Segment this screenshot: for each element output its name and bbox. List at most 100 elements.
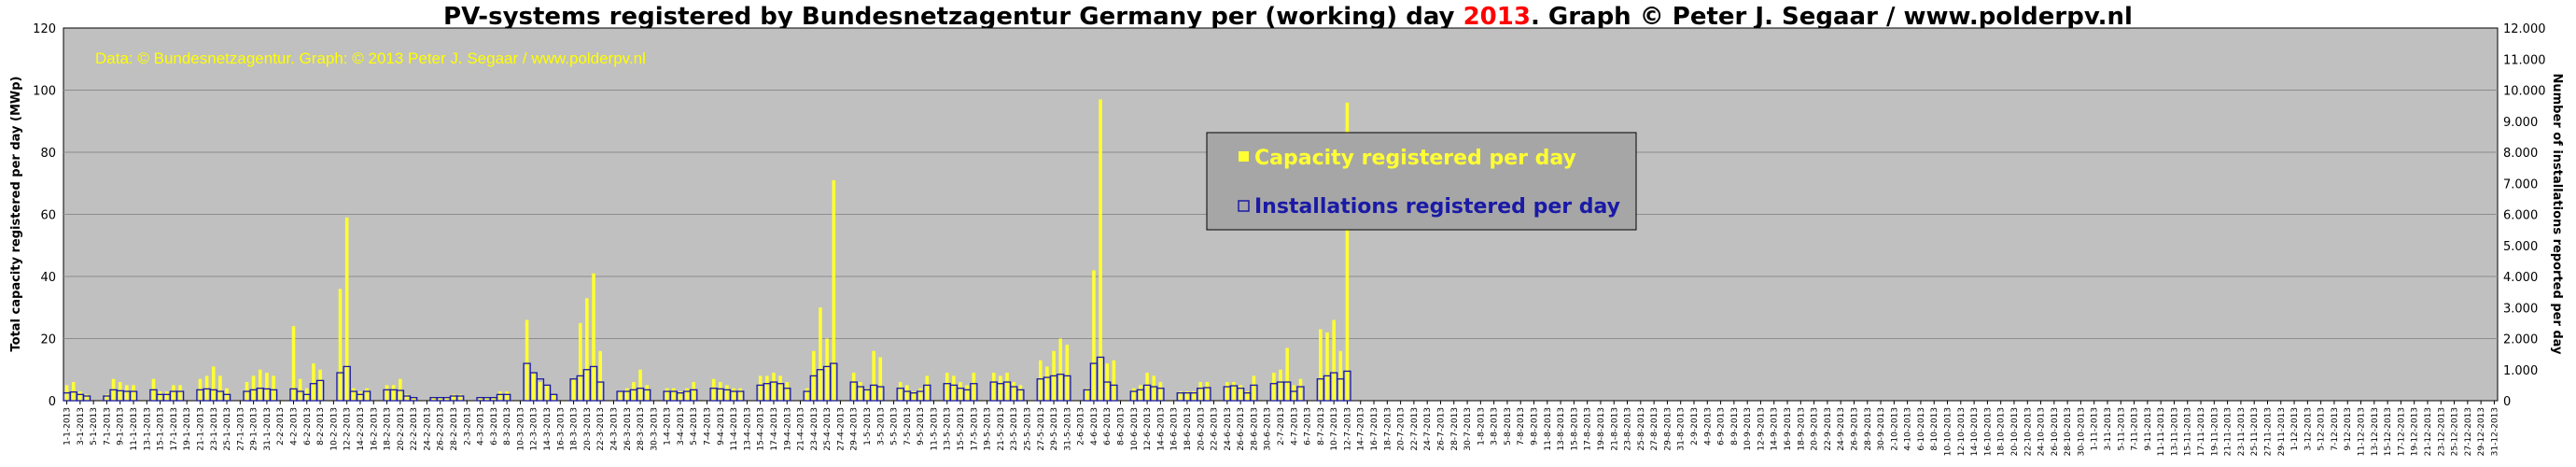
right-tick-label: 1.000 <box>2503 364 2538 378</box>
x-tick-label: 16-7-2013 <box>1370 407 1379 451</box>
x-tick-label: 1-5-2013 <box>863 407 873 446</box>
capacity-bar <box>1285 347 1289 401</box>
x-tick-label: 26-3-2013 <box>623 407 633 451</box>
capacity-bar <box>865 388 869 401</box>
right-tick-label: 11.000 <box>2503 53 2546 67</box>
x-tick-label: 10-10-2013 <box>1944 407 1953 456</box>
capacity-bar <box>1345 102 1350 402</box>
x-tick-label: 6-3-2013 <box>490 407 499 446</box>
x-tick-label: 4-7-2013 <box>1290 407 1299 446</box>
capacity-bar <box>211 366 216 401</box>
x-tick-label: 8-2-2013 <box>316 407 326 446</box>
x-tick-label: 12-2-2013 <box>343 407 353 451</box>
capacity-bar <box>445 397 449 401</box>
capacity-bar <box>1192 391 1196 401</box>
right-tick-label: 5.000 <box>2503 240 2538 254</box>
x-tick-label: 15-5-2013 <box>957 407 966 451</box>
x-tick-label: 6-10-2013 <box>1917 407 1926 451</box>
x-tick-label: 9-1-2013 <box>117 407 126 446</box>
capacity-bar <box>872 350 875 401</box>
x-tick-label: 1-1-2013 <box>63 407 73 446</box>
x-tick-label: 24-7-2013 <box>1423 407 1433 451</box>
x-tick-label: 23-4-2013 <box>810 407 819 451</box>
x-tick-label: 1-8-2013 <box>1477 407 1486 446</box>
legend-capacity-label: Capacity registered per day <box>1254 147 1576 170</box>
x-tick-label: 22-10-2013 <box>2023 407 2033 456</box>
x-tick-label: 27-4-2013 <box>836 407 846 451</box>
capacity-bar <box>1092 270 1096 401</box>
watermark-text: Data: © Bundesnetzagentur. Graph: © 2013… <box>95 50 646 67</box>
capacity-bar <box>1065 345 1070 401</box>
right-tick-label: 12.000 <box>2503 22 2546 36</box>
x-axis-ticks: 1-1-2013 3-1-2013 5-1-2013 7-1-2013 9-1-2013… <box>63 401 2499 456</box>
x-tick-label: 20-3-2013 <box>583 407 593 451</box>
capacity-bar <box>1239 385 1242 401</box>
x-tick-label: 27-1-2013 <box>236 407 245 451</box>
legend-box <box>1206 132 1637 231</box>
x-tick-label: 30-9-2013 <box>1877 407 1886 451</box>
x-tick-label: 11-5-2013 <box>930 407 939 451</box>
x-tick-label: 18-3-2013 <box>570 407 580 451</box>
capacity-bar <box>1158 382 1163 401</box>
right-tick-label: 2.000 <box>2503 333 2538 347</box>
capacity-bar <box>272 375 275 401</box>
capacity-bar <box>218 375 222 401</box>
x-tick-label: 23-5-2013 <box>1010 407 1019 451</box>
x-tick-label: 15-4-2013 <box>757 407 766 451</box>
x-tick-label: 18-7-2013 <box>1383 407 1393 451</box>
capacity-bar <box>105 394 109 401</box>
capacity-bar <box>71 382 76 401</box>
capacity-bar <box>1018 385 1023 401</box>
chart-title: PV-systems registered by Bundesnetzagent… <box>443 3 2133 31</box>
capacity-bar <box>725 385 729 401</box>
x-tick-label: 24-10-2013 <box>2037 407 2047 456</box>
x-tick-label: 5-12-2013 <box>2317 407 2327 451</box>
capacity-bar <box>912 391 916 401</box>
capacity-bar <box>438 397 442 401</box>
capacity-bar <box>1179 391 1183 401</box>
x-tick-label: 2-7-2013 <box>1277 407 1286 446</box>
x-tick-label: 10-2-2013 <box>329 407 339 451</box>
x-tick-label: 10-9-2013 <box>1743 407 1753 451</box>
capacity-bar <box>505 391 509 401</box>
capacity-bar <box>1012 382 1015 401</box>
x-tick-label: 22-6-2013 <box>1211 407 1220 451</box>
x-tick-label: 9-4-2013 <box>717 407 726 446</box>
left-axis-ticks: 0 20 40 60 80 100 120 <box>33 22 56 409</box>
capacity-bar <box>765 375 769 401</box>
x-tick-label: 9-12-2013 <box>2344 407 2353 451</box>
x-tick-label: 21-12-2013 <box>2424 407 2433 456</box>
left-tick-label: 80 <box>40 147 56 161</box>
x-tick-label: 2-6-2013 <box>1077 407 1086 446</box>
capacity-bar <box>578 322 582 401</box>
x-tick-label: 11-1-2013 <box>130 407 139 451</box>
x-tick-label: 3-4-2013 <box>677 407 686 446</box>
legend: Capacity registered per day Installation… <box>1206 132 1637 231</box>
x-tick-label: 12-3-2013 <box>530 407 539 451</box>
capacity-bar <box>851 373 856 401</box>
x-tick-label: 2-3-2013 <box>463 407 472 446</box>
right-axis-label: Number of installations reported per day <box>2550 73 2564 355</box>
x-tick-label: 25-11-2013 <box>2250 407 2260 456</box>
capacity-bar <box>1005 373 1009 401</box>
x-tick-label: 29-5-2013 <box>1050 407 1059 451</box>
x-tick-label: 6-2-2013 <box>303 407 313 446</box>
x-tick-label: 8-9-2013 <box>1730 407 1740 446</box>
capacity-bar <box>585 298 589 401</box>
capacity-bar <box>344 217 349 401</box>
x-tick-label: 11-11-2013 <box>2157 407 2166 456</box>
x-tick-label: 29-11-2013 <box>2277 407 2287 456</box>
capacity-bar <box>945 373 949 401</box>
capacity-bar <box>665 388 669 401</box>
installation-bar <box>830 362 838 402</box>
capacity-bar <box>905 385 909 401</box>
capacity-bar <box>365 388 369 401</box>
capacity-bar <box>1145 373 1149 401</box>
right-tick-label: 0 <box>2503 395 2511 409</box>
x-tick-label: 12-7-2013 <box>1343 407 1352 451</box>
chart-title-part1: PV-systems registered by Bundesnetzagent… <box>443 3 1463 31</box>
x-tick-label: 16-2-2013 <box>370 407 379 451</box>
x-tick-label: 9-5-2013 <box>917 407 926 446</box>
x-tick-label: 16-6-2013 <box>1170 407 1180 451</box>
